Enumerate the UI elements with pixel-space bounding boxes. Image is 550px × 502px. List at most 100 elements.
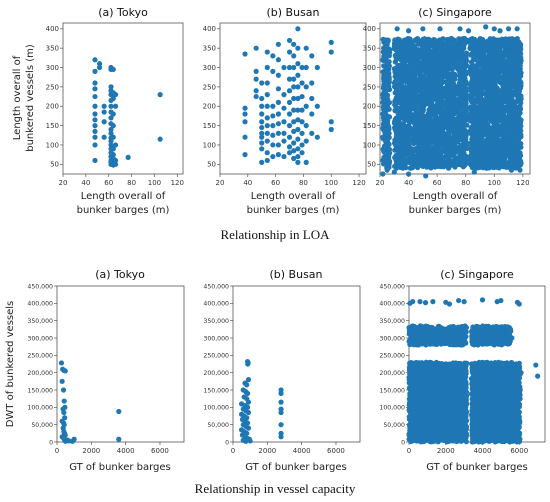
data-point <box>464 360 470 366</box>
data-point <box>253 76 259 82</box>
data-point <box>108 142 114 148</box>
data-point <box>295 45 301 51</box>
data-point <box>71 436 77 442</box>
data-point <box>463 50 470 56</box>
y-tick-label: 300 <box>46 64 59 72</box>
data-point <box>463 439 469 445</box>
y-tick-label: 200,000 <box>27 370 53 377</box>
data-point <box>405 171 412 177</box>
x-tick-label: 2000 <box>437 447 455 455</box>
data-point <box>264 157 270 164</box>
data-point <box>309 53 315 59</box>
y-tick-label: 150 <box>46 122 59 130</box>
data-point <box>295 107 301 113</box>
data-point <box>291 155 297 162</box>
data-point <box>463 85 469 91</box>
data-point <box>278 390 284 397</box>
panel-loa-singapore: (c) Singapore 20 40 60 80 100 120501001502002… <box>363 6 531 187</box>
data-point <box>386 141 392 147</box>
x-tick-label: 100 <box>325 179 338 187</box>
y-tick-label: 50,000 <box>31 422 53 429</box>
data-point <box>303 84 309 90</box>
data-point <box>112 92 119 98</box>
data-point <box>264 123 270 129</box>
x-tick-label: 20 <box>59 179 68 187</box>
data-point <box>505 26 512 32</box>
data-point <box>299 93 305 100</box>
data-point <box>463 389 470 395</box>
data-point <box>270 113 276 119</box>
data-point <box>518 51 524 57</box>
y-tick-label: 200,000 <box>379 370 405 377</box>
data-point <box>110 152 116 158</box>
data-point <box>387 150 393 156</box>
y-tick-label: 300 <box>203 64 216 72</box>
data-point <box>110 111 116 117</box>
data-point <box>328 126 334 133</box>
x-tick-label: 40 <box>243 179 252 187</box>
data-point <box>295 146 301 152</box>
data-point <box>58 360 65 366</box>
data-point <box>108 126 114 133</box>
data-point <box>291 128 297 135</box>
y-tick-label: 450,000 <box>379 283 405 290</box>
panel-frame <box>379 22 531 175</box>
y-tick-label: 200,000 <box>203 370 229 377</box>
data-point <box>471 169 477 175</box>
data-point <box>295 84 301 90</box>
data-point <box>299 119 305 125</box>
data-point <box>440 79 446 85</box>
x-tick-label: 4000 <box>293 447 311 455</box>
data-point <box>110 66 116 73</box>
data-point <box>112 161 119 167</box>
data-point <box>386 146 393 153</box>
y-tick-label: 400 <box>46 25 59 33</box>
x-tick-label: 80 <box>299 179 308 187</box>
panel-title: (b) Busan <box>266 6 319 19</box>
data-point <box>299 142 305 148</box>
data-point <box>264 49 270 55</box>
y-tick-label: 200 <box>46 103 59 111</box>
data-point <box>386 106 392 112</box>
data-point <box>108 130 114 136</box>
data-point <box>259 124 265 131</box>
data-point <box>463 324 470 331</box>
data-point <box>295 136 301 142</box>
data-point <box>275 130 281 136</box>
data-point <box>92 123 98 129</box>
data-point <box>264 64 270 71</box>
data-point <box>259 103 265 109</box>
data-point <box>92 117 98 123</box>
y-tick-label: 100,000 <box>203 405 229 412</box>
data-point <box>286 144 293 150</box>
data-point <box>394 26 400 32</box>
data-point <box>465 28 472 34</box>
data-point <box>391 169 397 175</box>
data-point <box>291 41 297 47</box>
panel-loa-busan: (b) Busan 20 40 60 80 100 1205010015020025030… <box>203 6 367 187</box>
data-point <box>303 64 309 71</box>
data-point <box>116 436 122 442</box>
data-point <box>518 42 524 48</box>
x-tick-label: 40 <box>404 179 413 187</box>
data-point <box>110 146 116 152</box>
data-point <box>275 86 281 92</box>
y-tick-label: 400,000 <box>379 301 405 308</box>
data-point <box>440 36 446 42</box>
x-tick-label: 120 <box>352 179 365 187</box>
data-point <box>387 46 393 53</box>
y-tick-label: 250,000 <box>379 353 405 360</box>
data-point <box>242 152 248 158</box>
data-point <box>259 140 265 146</box>
y-tick-label: 50 <box>50 161 59 169</box>
y-tick-label: 400,000 <box>203 301 229 308</box>
data-point <box>517 110 523 116</box>
data-point <box>264 103 270 109</box>
data-point <box>423 173 429 179</box>
y-tick-label: 350,000 <box>27 318 53 325</box>
y-tick-label: 100 <box>46 141 59 149</box>
loa-xlabel-singapore-line2: bunker barges (m) <box>409 205 502 216</box>
data-point <box>264 115 270 121</box>
data-point <box>245 361 251 367</box>
y-tick-label: 200 <box>363 103 376 111</box>
